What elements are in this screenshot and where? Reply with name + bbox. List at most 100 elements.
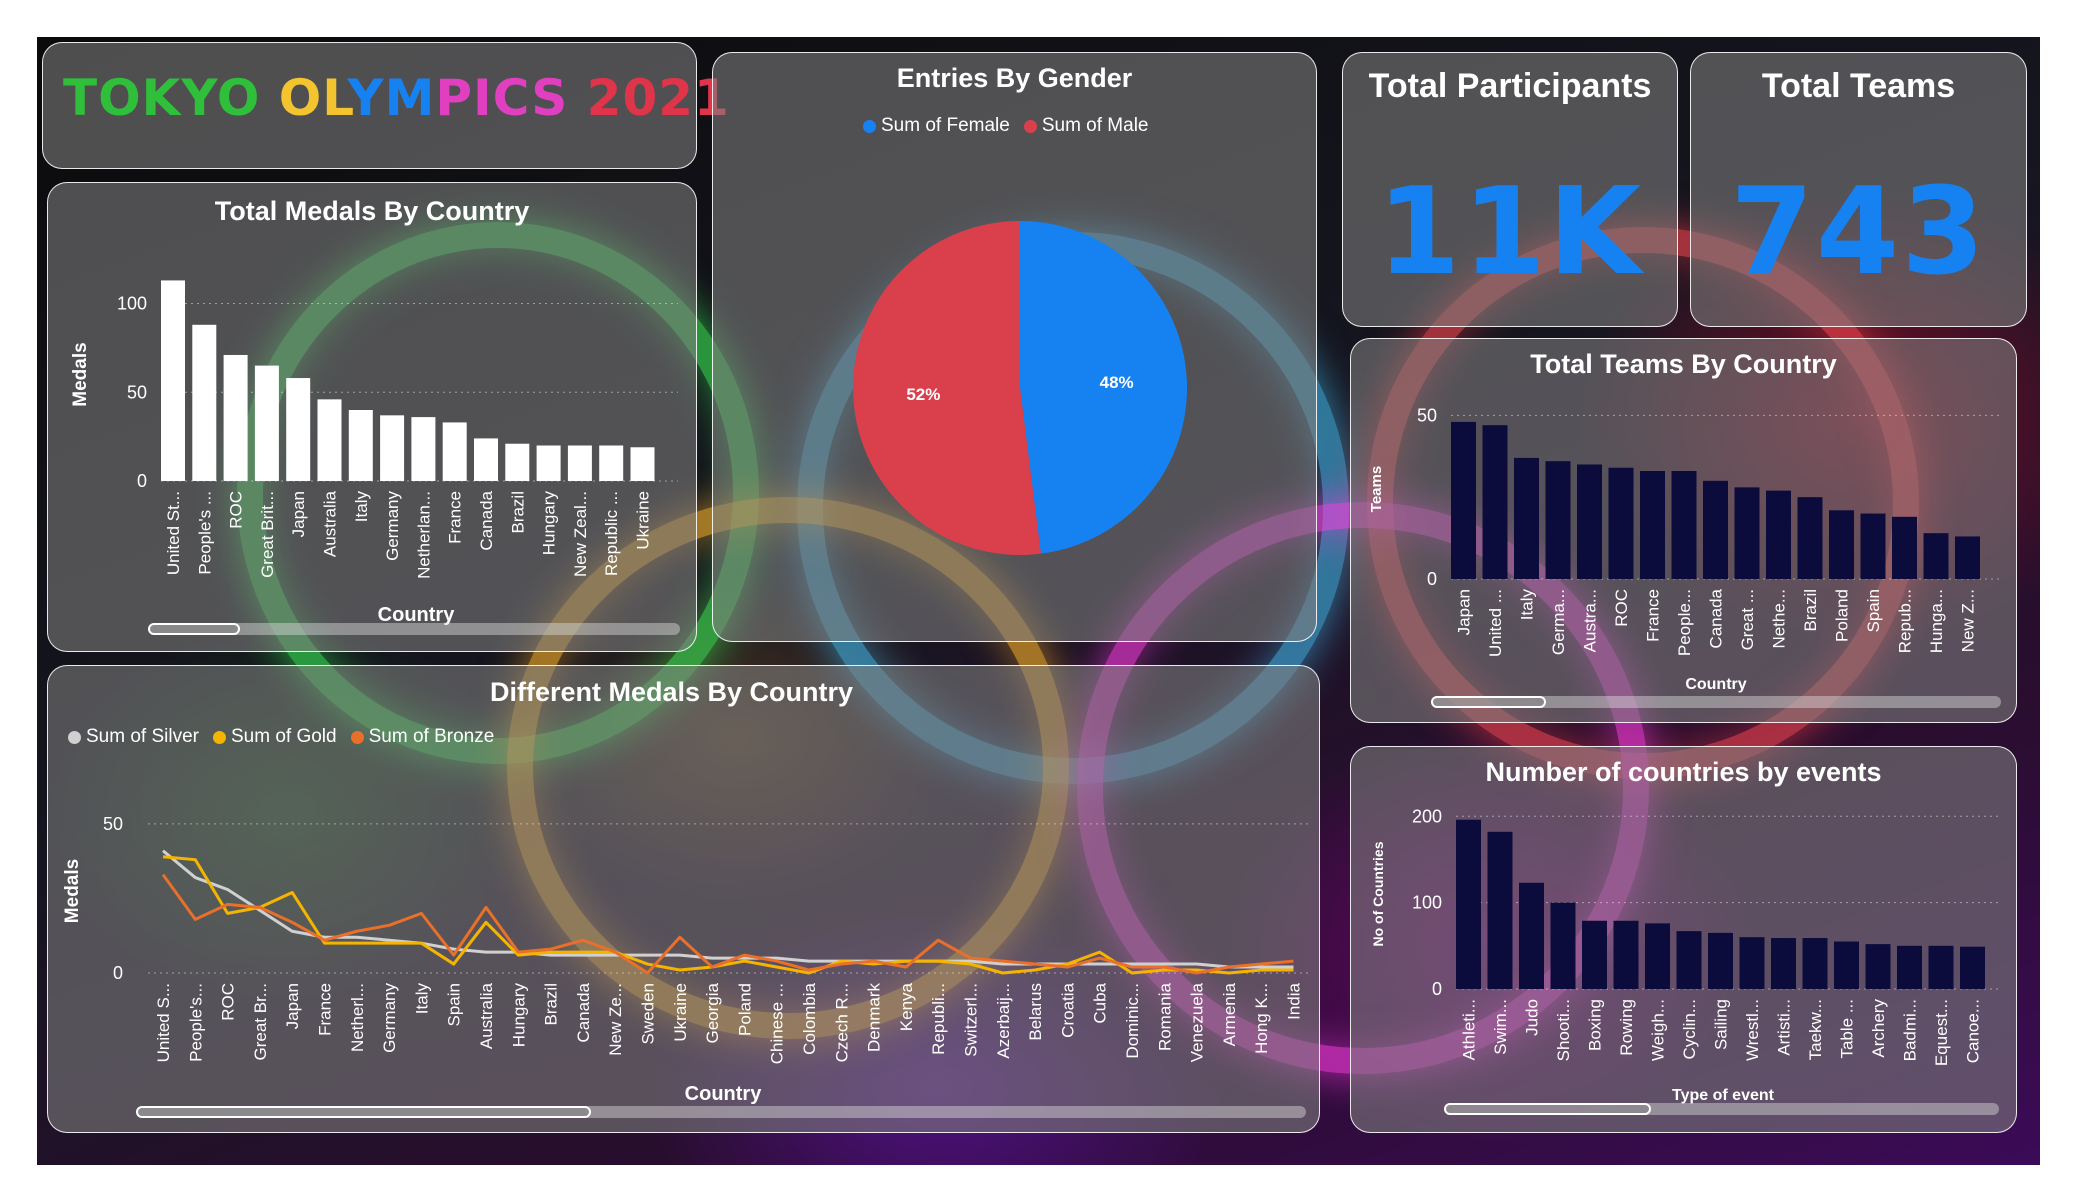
x-tick-label: Great ... bbox=[1738, 589, 1757, 650]
title-letter: 2 bbox=[586, 69, 623, 127]
x-tick-label: New Zeal... bbox=[571, 491, 590, 577]
participants-value: 11K bbox=[1377, 163, 1643, 302]
x-tick-label: Switzerl... bbox=[962, 983, 981, 1057]
bar bbox=[1708, 932, 1733, 989]
x-tick-label: Brazil bbox=[542, 983, 561, 1026]
x-tick-label: Judo bbox=[1523, 999, 1542, 1036]
x-tick-label: Poland bbox=[735, 983, 754, 1036]
bar bbox=[1640, 471, 1665, 579]
line-series bbox=[162, 855, 1294, 975]
total-medals-title: Total Medals By Country bbox=[214, 196, 530, 226]
y-tick-label: 100 bbox=[1412, 893, 1442, 913]
x-tick-label: Boxing bbox=[1586, 999, 1605, 1051]
x-tick-label: Japan bbox=[1455, 589, 1474, 635]
legend-male[interactable]: Sum of Male bbox=[1023, 115, 1148, 137]
teams-kpi-card: Total Teams 743 bbox=[1690, 52, 2027, 327]
legend-gold[interactable]: Sum of Gold bbox=[212, 726, 337, 748]
title-letter: O bbox=[278, 69, 323, 127]
x-tick-label: ROC bbox=[1612, 589, 1631, 627]
bar bbox=[1545, 461, 1571, 579]
countries-by-event-panel[interactable]: Number of countries by events 0 100 200 Ath… bbox=[1350, 746, 2017, 1133]
bar bbox=[223, 354, 248, 481]
x-tick-label: Italy bbox=[412, 983, 431, 1015]
bar bbox=[1771, 938, 1796, 989]
x-tick-label: Romania bbox=[1155, 982, 1174, 1051]
bar bbox=[1797, 497, 1823, 579]
medal-types-scrollbar[interactable] bbox=[136, 1106, 1306, 1118]
y-tick-label: 100 bbox=[117, 294, 147, 314]
gender-panel[interactable]: Entries By Gender Sum of Female Sum of M… bbox=[712, 52, 1317, 642]
title-letter: Y bbox=[347, 69, 385, 127]
x-tick-label: India bbox=[1285, 982, 1304, 1019]
bar bbox=[1960, 946, 1985, 989]
medal-types-panel[interactable]: Different Medals By Country Sum of Silve… bbox=[47, 665, 1320, 1133]
x-tick-label: Spain bbox=[1864, 589, 1883, 632]
bar bbox=[1519, 882, 1544, 989]
bar bbox=[348, 410, 373, 481]
x-tick-label: Artisti... bbox=[1775, 999, 1794, 1056]
x-tick-label: People's ... bbox=[195, 491, 214, 575]
total-medals-scrollbar[interactable] bbox=[148, 623, 680, 635]
x-tick-label: Spain bbox=[445, 983, 464, 1026]
x-tick-label: Japan bbox=[289, 491, 308, 537]
total-medals-panel[interactable]: Total Medals By Country 0 50 100 United St.… bbox=[47, 182, 697, 652]
teams-scroll-thumb[interactable] bbox=[1431, 696, 1546, 708]
x-tick-label: Denmark bbox=[865, 983, 884, 1052]
total-medals-scroll-thumb[interactable] bbox=[148, 623, 240, 635]
gender-pie-chart[interactable]: 48% 52% bbox=[713, 53, 1318, 643]
legend-bronze[interactable]: Sum of Bronze bbox=[350, 726, 494, 748]
pie-label: 52% bbox=[906, 385, 940, 404]
bar bbox=[1734, 487, 1760, 579]
x-tick-label: Athleti... bbox=[1460, 999, 1479, 1060]
bar bbox=[474, 438, 498, 481]
x-tick-label: Great Brit... bbox=[258, 491, 277, 578]
teams-by-country-chart[interactable]: 0 50 Japan United ... Italy Germa... Austra...… bbox=[1351, 339, 2018, 724]
x-tick-label: Poland bbox=[1833, 589, 1852, 642]
x-axis-label: Country bbox=[1685, 676, 1746, 693]
teams-scrollbar[interactable] bbox=[1431, 696, 2001, 708]
bar bbox=[1577, 464, 1602, 579]
title-letter: K bbox=[141, 69, 182, 127]
bar bbox=[1829, 510, 1854, 579]
x-tick-label: Brazil bbox=[1801, 589, 1820, 632]
x-tick-label: Georgia bbox=[703, 982, 722, 1043]
total-medals-chart[interactable]: 0 50 100 United St... People's ... ROC Great B… bbox=[48, 183, 698, 653]
x-tick-label: Badmi... bbox=[1901, 999, 1920, 1061]
events-scroll-thumb[interactable] bbox=[1444, 1103, 1651, 1115]
x-tick-label: Nethe... bbox=[1770, 589, 1789, 649]
bar bbox=[192, 324, 217, 481]
legend-silver[interactable]: Sum of Silver bbox=[68, 726, 199, 748]
bar bbox=[1487, 831, 1513, 989]
bar bbox=[380, 415, 405, 481]
x-tick-label: Equest... bbox=[1932, 999, 1951, 1066]
x-tick-label: Brazil bbox=[508, 491, 527, 534]
medal-types-scroll-thumb[interactable] bbox=[136, 1106, 591, 1118]
y-tick-label: 50 bbox=[1417, 405, 1437, 425]
bar bbox=[1582, 920, 1607, 989]
medal-types-chart[interactable]: 0 50 United S... People's... ROC Great Br... J… bbox=[48, 666, 1321, 1134]
bar bbox=[1860, 513, 1886, 579]
x-tick-label: Hungary bbox=[509, 983, 528, 1048]
bar bbox=[254, 365, 279, 481]
x-axis-label: Country bbox=[685, 1083, 763, 1105]
bar bbox=[1613, 920, 1639, 989]
x-tick-label: Republic ... bbox=[602, 491, 621, 576]
x-tick-label: Germa... bbox=[1549, 589, 1568, 655]
x-tick-label: Kenya bbox=[897, 982, 916, 1031]
x-tick-label: Cyclin... bbox=[1680, 999, 1699, 1059]
pie-slice bbox=[1020, 221, 1188, 554]
countries-by-event-chart[interactable]: 0 100 200 Athleti... Swim... Judo Shooti... Box… bbox=[1351, 747, 2018, 1134]
bar bbox=[317, 399, 342, 481]
title-letter: I bbox=[472, 69, 493, 127]
x-tick-label: Canada bbox=[477, 490, 496, 550]
teams-by-country-panel[interactable]: Total Teams By Country 0 50 Japan United ..… bbox=[1350, 338, 2017, 723]
x-tick-label: Rowing bbox=[1617, 999, 1636, 1056]
x-tick-label: ROC bbox=[219, 983, 238, 1021]
events-scrollbar[interactable] bbox=[1444, 1103, 1999, 1115]
bar bbox=[1739, 937, 1765, 989]
legend-female[interactable]: Sum of Female bbox=[863, 115, 1010, 137]
x-tick-label: Repub... bbox=[1896, 589, 1915, 653]
bar bbox=[1482, 425, 1508, 579]
x-tick-label: Chinese ... bbox=[768, 983, 787, 1064]
x-tick-label: United ... bbox=[1486, 589, 1505, 657]
